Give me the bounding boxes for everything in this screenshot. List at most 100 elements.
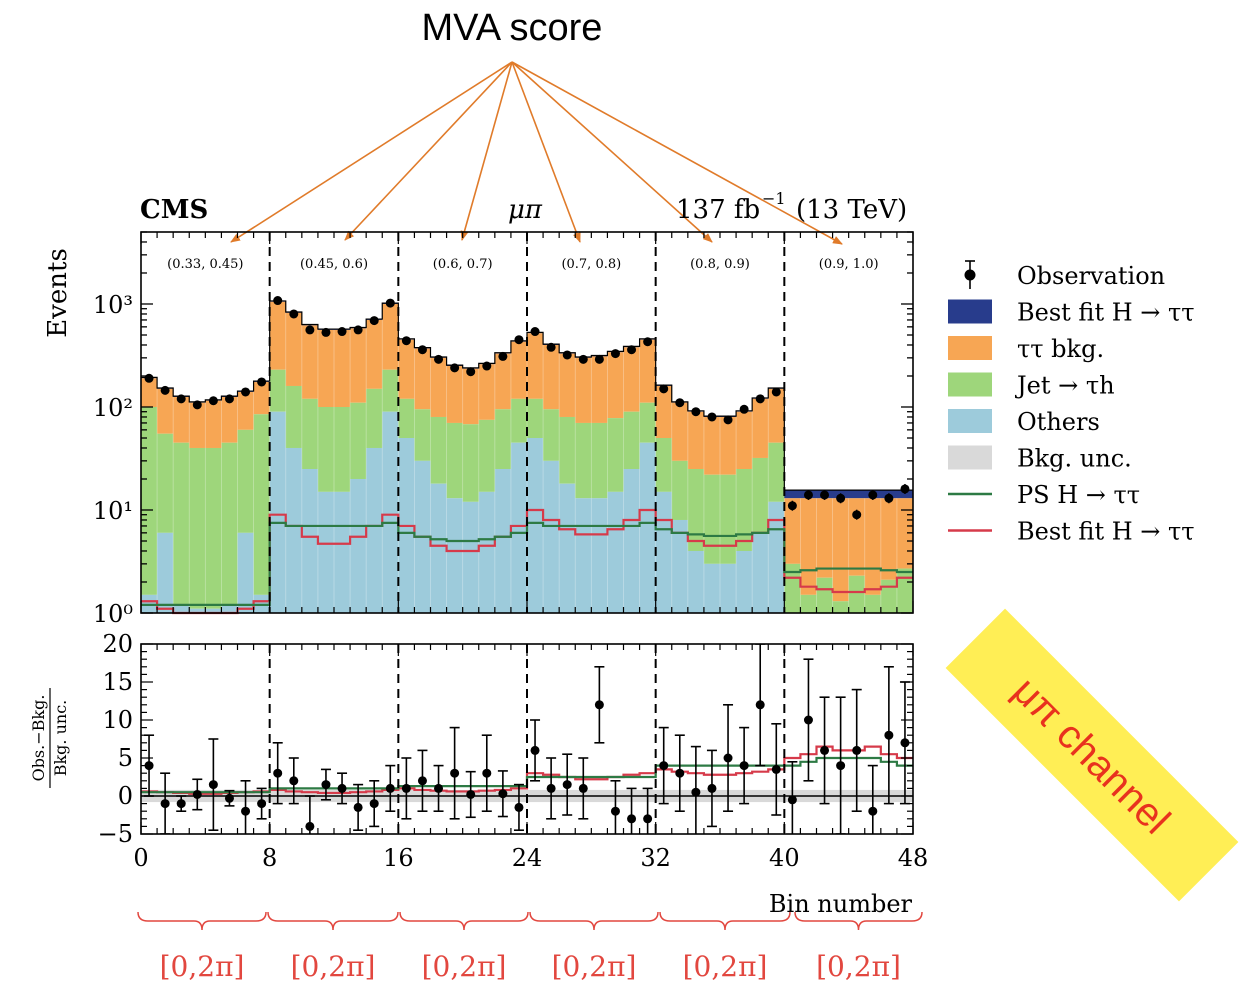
bar-others <box>301 469 319 613</box>
bar-jet <box>382 369 399 412</box>
bar-tautau <box>768 388 785 443</box>
bar-tautau <box>671 402 689 461</box>
bar-jet <box>655 438 673 492</box>
bar-tautau <box>350 328 367 403</box>
ratio-point <box>241 806 251 816</box>
obs-point <box>739 404 749 414</box>
phi-range-label: [0,2π] <box>160 950 245 983</box>
x-tick-label: 8 <box>262 844 277 872</box>
ratio-point <box>192 789 202 799</box>
bar-others <box>639 442 657 613</box>
phi-range-label: [0,2π] <box>816 950 901 983</box>
bar-tautau <box>157 388 174 434</box>
bar-tautau <box>848 498 866 576</box>
obs-point <box>643 337 653 347</box>
bar-tautau <box>462 368 480 425</box>
bar-tautau <box>414 348 431 410</box>
bar-tautau <box>446 366 464 423</box>
bar-tautau <box>655 385 673 439</box>
bar-jet <box>285 385 303 448</box>
bar-jet <box>736 469 753 551</box>
mva-arrow <box>460 61 513 241</box>
bar-tautau <box>253 381 271 415</box>
ratio-y-tick-label: 0 <box>118 782 133 810</box>
obs-point <box>192 400 202 410</box>
ratio-point <box>417 776 427 786</box>
obs-point <box>820 490 830 500</box>
ratio-point <box>257 799 267 809</box>
x-tick-label: 32 <box>640 844 671 872</box>
bar-tautau <box>832 498 850 602</box>
obs-point <box>224 394 234 404</box>
bar-tautau <box>317 329 335 407</box>
bar-others <box>543 460 560 613</box>
phi-range-label: [0,2π] <box>291 950 376 983</box>
legend-label: Others <box>1017 408 1100 436</box>
ratio-point <box>900 738 910 748</box>
bar-tautau <box>880 498 898 580</box>
bar-tautau <box>543 344 560 410</box>
ratio-point <box>321 780 331 790</box>
ratio-y-tick-label: 5 <box>118 744 133 772</box>
obs-point <box>562 350 572 360</box>
obs-point <box>241 387 251 397</box>
main-panel: (0.33, 0.45) (0.45, 0.6) (0.6, 0.7) (0.7, 0… <box>93 231 914 628</box>
bar-tautau <box>687 411 705 470</box>
mva-score-label: MVA score <box>422 7 603 49</box>
bar-jet <box>559 416 576 484</box>
ratio-point <box>369 799 379 809</box>
bar-others <box>623 469 640 613</box>
observation-points <box>144 296 910 520</box>
ratio-point <box>385 783 395 793</box>
obs-point <box>836 493 846 503</box>
channel-sticker: μπ channel <box>945 608 1239 902</box>
bar-others <box>366 447 383 613</box>
phi-brace <box>399 911 529 931</box>
obs-point <box>385 298 395 308</box>
obs-point <box>675 398 685 408</box>
bar-jet <box>687 469 705 551</box>
x-tick-label: 48 <box>898 844 929 872</box>
ratio-point <box>755 700 765 710</box>
bar-others <box>510 442 528 613</box>
ratio-y-tick-label: 20 <box>102 630 133 658</box>
bar-others <box>752 532 769 613</box>
obs-point <box>257 377 267 387</box>
obs-point <box>401 336 411 346</box>
mva-bin-label: (0.33, 0.45) <box>167 257 243 272</box>
ratio-point <box>305 821 315 831</box>
mva-arrows <box>230 61 843 245</box>
legend-swatch <box>948 372 992 397</box>
obs-point <box>289 309 299 319</box>
obs-point <box>353 325 363 335</box>
ratio-point <box>434 783 444 793</box>
bar-jet <box>784 563 801 613</box>
phi-brace <box>659 911 791 931</box>
ratio-axis-label-numerator: Obs.−Bkg. <box>29 695 48 782</box>
obs-point <box>144 373 154 383</box>
ratio-point <box>627 814 637 824</box>
ratio-point <box>273 768 283 778</box>
bar-others <box>189 608 206 613</box>
bar-tautau <box>237 391 254 430</box>
obs-point <box>755 394 765 404</box>
ratio-axis-label-denominator: Bkg. unc. <box>51 700 70 777</box>
obs-point <box>369 316 379 326</box>
bar-jet <box>157 433 174 533</box>
obs-point <box>610 349 620 359</box>
obs-point <box>450 363 460 373</box>
ratio-point <box>546 783 556 793</box>
bar-tautau <box>430 357 447 417</box>
x-tick-label: 24 <box>512 844 543 872</box>
bar-jet <box>414 409 431 461</box>
legend-swatch <box>948 445 992 470</box>
obs-point <box>482 361 492 371</box>
ratio-point <box>466 789 476 799</box>
bar-others <box>687 550 705 613</box>
bar-tautau <box>527 333 544 399</box>
bar-others <box>768 501 785 613</box>
bar-jet <box>398 398 415 439</box>
bar-jet <box>720 474 737 564</box>
bar-tautau <box>575 357 592 423</box>
phi-brace <box>794 911 923 931</box>
